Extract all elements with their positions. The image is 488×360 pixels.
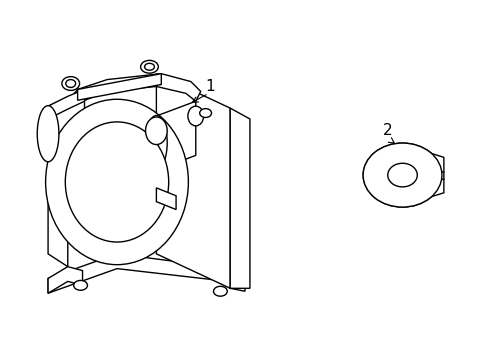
Polygon shape [48, 89, 84, 119]
Ellipse shape [187, 106, 203, 126]
Polygon shape [156, 188, 176, 210]
Polygon shape [48, 267, 82, 293]
Polygon shape [68, 74, 200, 101]
Polygon shape [48, 254, 244, 293]
Ellipse shape [213, 286, 227, 296]
Ellipse shape [145, 117, 167, 145]
Ellipse shape [145, 116, 167, 170]
Text: 2: 2 [382, 123, 392, 138]
Ellipse shape [65, 122, 168, 242]
Ellipse shape [199, 109, 211, 117]
Ellipse shape [141, 60, 158, 73]
Polygon shape [411, 148, 443, 203]
Polygon shape [230, 108, 249, 288]
Ellipse shape [45, 99, 188, 265]
Ellipse shape [144, 63, 154, 70]
Polygon shape [156, 74, 230, 288]
Polygon shape [48, 89, 84, 162]
Ellipse shape [66, 80, 76, 87]
Polygon shape [156, 101, 195, 170]
Ellipse shape [363, 143, 441, 207]
Ellipse shape [387, 163, 416, 187]
Polygon shape [215, 267, 244, 291]
Polygon shape [78, 74, 161, 100]
Ellipse shape [62, 77, 80, 90]
Ellipse shape [74, 280, 87, 290]
Polygon shape [48, 106, 68, 267]
Ellipse shape [387, 163, 416, 187]
Ellipse shape [37, 106, 59, 162]
Text: 1: 1 [205, 79, 215, 94]
Ellipse shape [363, 143, 441, 207]
